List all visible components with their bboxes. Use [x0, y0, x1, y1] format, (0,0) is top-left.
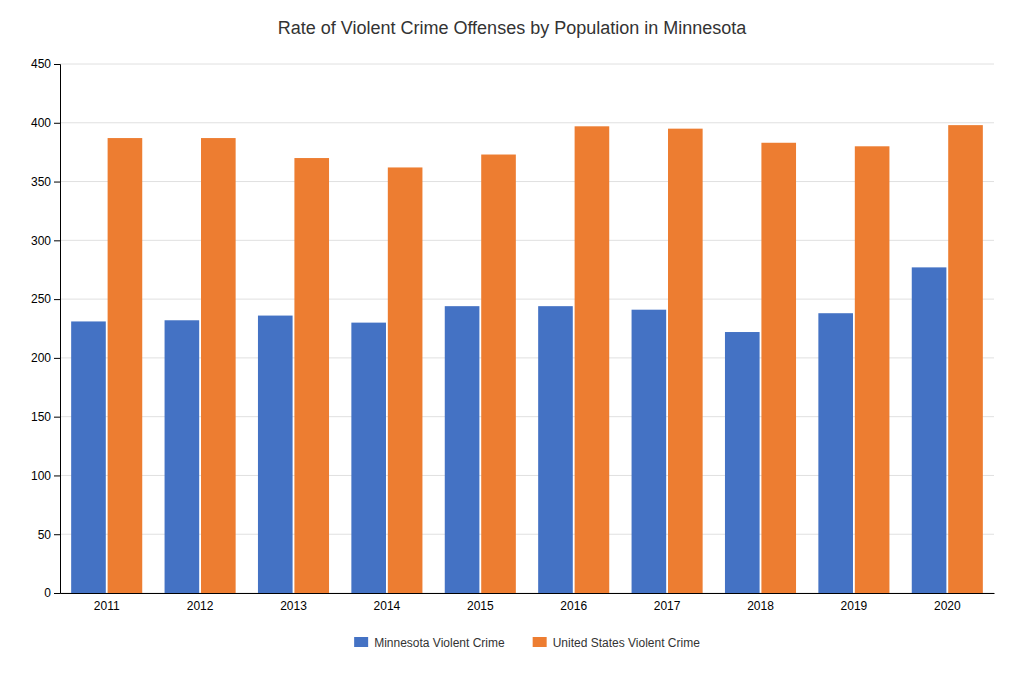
y-tick-label: 0: [44, 586, 51, 600]
y-tick-label: 150: [31, 410, 51, 424]
bar: [351, 323, 386, 593]
x-tick-label: 2012: [187, 599, 214, 613]
x-tick: 2012: [187, 599, 214, 613]
bar: [388, 167, 423, 593]
y-tick-mark: [54, 417, 60, 418]
y-tick-mark: [54, 240, 60, 241]
bar: [818, 313, 853, 593]
x-tick-label: 2017: [654, 599, 681, 613]
chart-title: Rate of Violent Crime Offenses by Popula…: [278, 18, 748, 38]
y-tick-label: 250: [31, 292, 51, 306]
grid-line: [60, 181, 994, 182]
grid-line: [60, 122, 994, 123]
x-tick: 2015: [467, 599, 494, 613]
y-tick: 0: [44, 586, 60, 600]
x-tick: 2017: [654, 599, 681, 613]
bar: [948, 125, 983, 593]
grid-line: [60, 357, 994, 358]
y-tick: 450: [31, 57, 60, 71]
x-tick-label: 2016: [560, 599, 587, 613]
y-tick-mark: [54, 123, 60, 124]
y-tick-label: 400: [31, 116, 51, 130]
y-tick-label: 350: [31, 175, 51, 189]
x-tick: 2019: [841, 599, 868, 613]
legend-label: United States Violent Crime: [553, 636, 701, 650]
y-tick: 400: [31, 116, 60, 130]
x-tick: 2020: [934, 599, 961, 613]
bar: [912, 267, 947, 593]
x-tick-label: 2020: [934, 599, 961, 613]
bar: [538, 306, 573, 593]
y-tick: 150: [31, 410, 60, 424]
y-tick: 100: [31, 469, 60, 483]
grid-line: [60, 416, 994, 417]
legend: Minnesota Violent Crime United States Vio…: [354, 636, 700, 650]
y-tick-label: 50: [38, 528, 52, 542]
bar: [445, 306, 480, 593]
y-tick-mark: [54, 475, 60, 476]
y-tick-mark: [54, 299, 60, 300]
legend-swatch: [533, 637, 547, 647]
y-tick-label: 100: [31, 469, 51, 483]
grid: [60, 64, 994, 593]
y-tick: 250: [31, 292, 60, 306]
bars: [71, 125, 983, 593]
bar: [108, 138, 143, 593]
y-tick: 350: [31, 175, 60, 189]
x-axis: 2011 2012 2013 2014 2015 2016 2017 2018 2019 2020: [61, 594, 995, 613]
x-tick: 2013: [280, 599, 307, 613]
y-tick-mark: [54, 182, 60, 183]
chart: Rate of Violent Crime Offenses by Popula…: [0, 0, 1024, 683]
x-tick-label: 2013: [280, 599, 307, 613]
grid-line: [60, 534, 994, 535]
bar: [481, 155, 516, 593]
grid-line: [60, 593, 994, 594]
axis-domain: [61, 593, 995, 594]
y-tick-mark: [54, 534, 60, 535]
y-axis: 0 50 100 150 200 250 300 350 400 450: [31, 57, 61, 600]
y-tick: 300: [31, 234, 60, 248]
x-tick: 2018: [747, 599, 774, 613]
x-tick: 2011: [94, 599, 120, 613]
y-tick: 50: [38, 528, 60, 542]
legend-swatch: [354, 637, 368, 647]
y-tick: 200: [31, 351, 60, 365]
bar: [165, 320, 200, 593]
bar-series: [108, 125, 983, 593]
legend-item: Minnesota Violent Crime: [354, 636, 505, 650]
x-tick-label: 2019: [841, 599, 868, 613]
grid-line: [60, 475, 994, 476]
bar: [668, 129, 703, 593]
x-tick-label: 2018: [747, 599, 774, 613]
bar: [258, 316, 293, 593]
bar: [294, 158, 329, 593]
x-tick-label: 2014: [374, 599, 401, 613]
y-tick-mark: [54, 358, 60, 359]
y-tick-label: 450: [31, 57, 51, 71]
grid-line: [60, 240, 994, 241]
bar: [855, 146, 890, 593]
x-tick: 2016: [560, 599, 587, 613]
x-tick: 2014: [374, 599, 401, 613]
legend-label: Minnesota Violent Crime: [374, 636, 505, 650]
y-tick-mark: [54, 64, 60, 65]
axis-domain: [54, 65, 61, 594]
bar: [575, 126, 610, 593]
x-tick-label: 2011: [94, 599, 120, 613]
bar: [761, 143, 796, 593]
y-tick-mark: [54, 593, 60, 594]
bar: [632, 310, 667, 593]
bar: [725, 332, 760, 593]
grid-line: [60, 64, 994, 65]
legend-item: United States Violent Crime: [533, 636, 701, 650]
grid-line: [60, 299, 994, 300]
x-tick-label: 2015: [467, 599, 494, 613]
bar: [71, 321, 106, 593]
y-tick-label: 200: [31, 351, 51, 365]
y-tick-label: 300: [31, 234, 51, 248]
bar: [201, 138, 236, 593]
